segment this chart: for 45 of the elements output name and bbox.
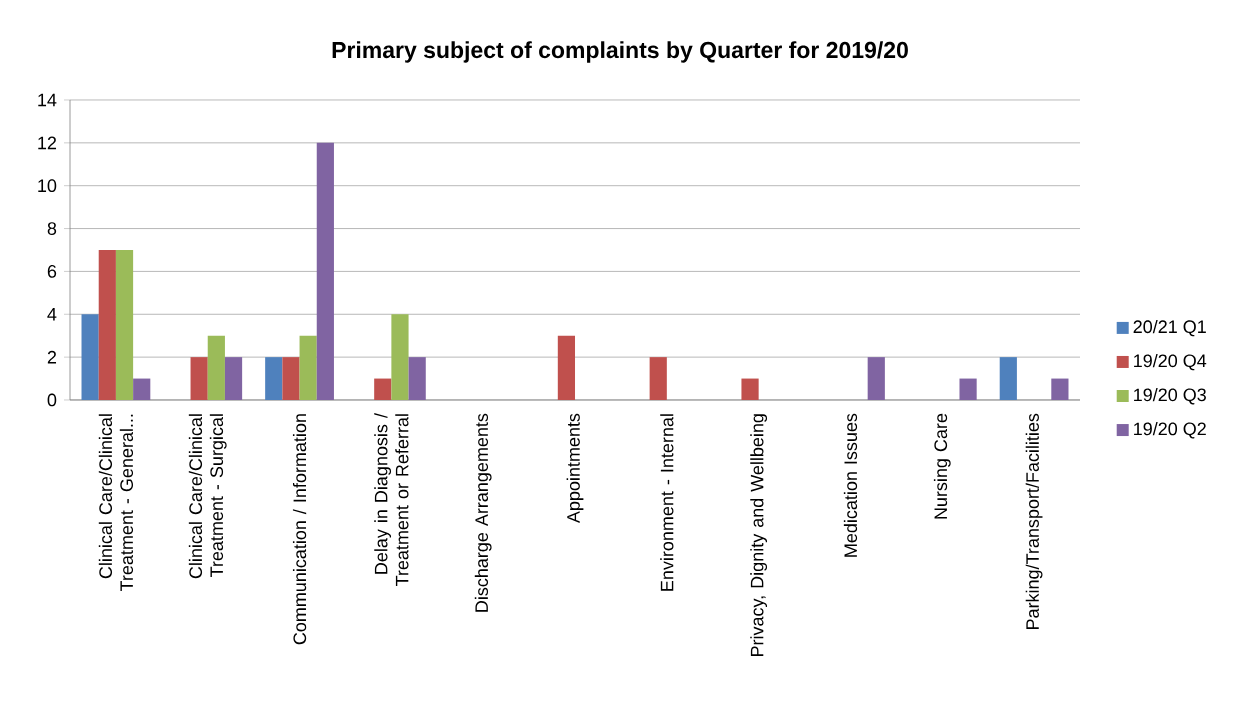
x-tick-label: Communication / Information xyxy=(292,414,307,645)
bar xyxy=(999,357,1017,400)
y-tick-label: 4 xyxy=(47,308,57,321)
y-tick-label: 8 xyxy=(47,222,57,235)
chart-title: Primary subject of complaints by Quarter for 2019/20 xyxy=(332,41,908,63)
bar xyxy=(207,335,225,400)
bar xyxy=(374,378,392,400)
bar xyxy=(282,357,300,400)
bar xyxy=(649,357,667,400)
bar xyxy=(1051,378,1069,400)
legend-label: 19/20 Q3 xyxy=(1134,387,1206,405)
x-tick-label: Appointments xyxy=(566,413,584,524)
legend-label: 20/21 Q1 xyxy=(1133,319,1206,337)
bar xyxy=(391,314,409,400)
x-tick-label: Medication Issues xyxy=(843,413,858,557)
x-tick-label: Discharge Arrangements xyxy=(474,413,492,612)
bar xyxy=(741,378,759,400)
x-tick-label: Clinical Care/Clinical Treatment - General... xyxy=(98,414,134,592)
bar xyxy=(299,335,317,400)
x-tick-label: Privacy, Dignity and Wellbeing xyxy=(750,414,768,657)
y-tick-label: 10 xyxy=(38,179,57,193)
x-tick-label: Environment - Internal xyxy=(660,414,674,591)
y-tick-label: 2 xyxy=(47,350,57,364)
bar xyxy=(133,378,151,400)
y-tick-label: 14 xyxy=(38,93,57,107)
x-tick-label: Nursing Care xyxy=(933,413,951,519)
bar xyxy=(98,249,116,400)
legend-label: 19/20 Q4 xyxy=(1134,353,1207,371)
bar xyxy=(115,249,134,400)
bar xyxy=(867,357,885,400)
x-tick-label: Clinical Care/Clinical Treatment - Surgical xyxy=(188,414,227,579)
y-tick-label: 12 xyxy=(38,136,57,150)
y-tick-label: 0 xyxy=(47,393,57,407)
bar xyxy=(224,357,243,400)
bar xyxy=(316,142,334,400)
bar xyxy=(190,357,208,400)
y-tick-label: 6 xyxy=(47,265,57,278)
x-tick-label: Delay in Diagnosis / Treatment or Referral xyxy=(374,413,409,587)
bar xyxy=(265,357,283,400)
legend-label: 19/20 Q2 xyxy=(1134,422,1206,439)
bar xyxy=(81,314,99,400)
bar xyxy=(959,378,977,400)
bar xyxy=(408,357,426,400)
bar xyxy=(557,335,576,400)
x-tick-label: Parking/Transport/Facilities xyxy=(1025,413,1043,629)
